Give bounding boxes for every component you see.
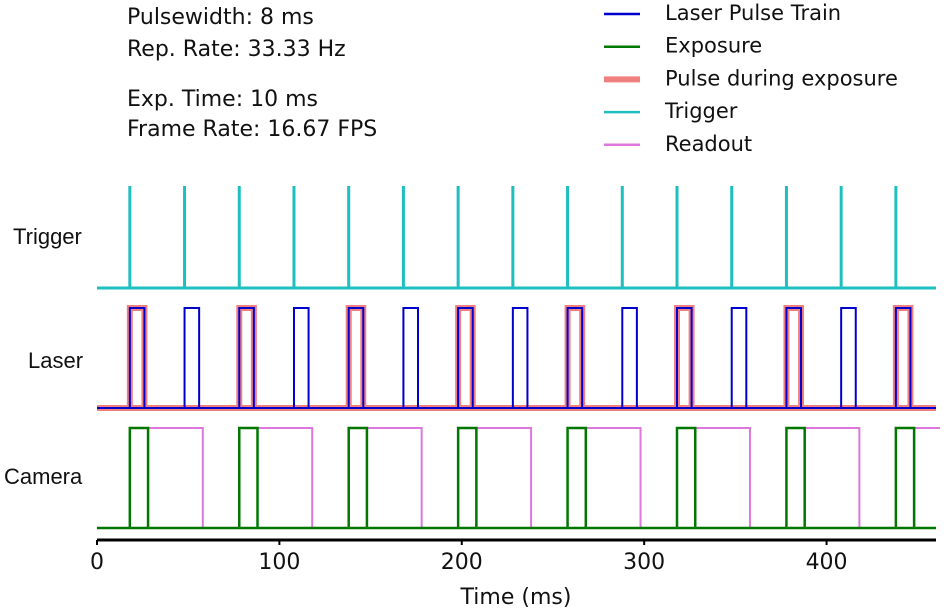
pulse [455,305,476,408]
row-label: Camera [4,464,83,489]
pulse [803,427,861,528]
x-tick-label: 100 [258,550,300,575]
x-tick-label: 400 [806,550,848,575]
legend-label: Trigger [664,99,738,123]
pulse [128,307,146,408]
pulse [238,307,255,408]
pulse [894,307,912,408]
pulse [147,427,204,528]
pulse [730,307,748,408]
pulse [347,426,369,528]
legend-label: Exposure [665,34,762,58]
pulse [292,307,310,408]
pulse [566,307,584,408]
pulse [365,427,423,528]
pulse [584,427,642,528]
pulse [126,305,148,408]
pulse [675,426,697,528]
annotation: Rep. Rate: 33.33 Hz [127,37,346,62]
pulse [566,426,588,528]
pulse [674,305,695,408]
pulse [783,305,805,408]
pulse [236,305,257,408]
row-label: Trigger [13,224,82,249]
pulse [347,307,365,408]
pulse [128,426,150,528]
annotation: Frame Rate: 16.67 FPS [127,117,377,142]
pulse [621,307,638,408]
pulse [785,426,806,528]
legend-label: Laser Pulse Train [665,1,841,25]
x-axis-label: Time (ms) [460,585,572,610]
row-label: Laser [28,348,83,373]
pulse [456,426,478,528]
legend-label: Readout [665,132,752,156]
pulse [913,427,940,528]
x-tick-label: 300 [623,550,665,575]
plot-area [97,186,940,530]
pulse [457,307,474,408]
pulse [785,307,803,408]
pulse [511,307,529,408]
pulse [894,426,916,528]
pulse [892,305,914,408]
pulse [840,307,857,408]
pulse [183,307,201,408]
pulse [345,305,367,408]
legend-label: Pulse during exposure [665,66,898,90]
pulse [564,305,586,408]
pulse [694,427,751,528]
pulse [676,307,693,408]
annotation: Pulsewidth: 8 ms [127,5,314,30]
annotation: Exp. Time: 10 ms [127,87,318,112]
pulse [238,426,259,528]
x-tick-label: 0 [90,550,104,575]
x-tick-label: 200 [441,550,483,575]
pulse [256,427,314,528]
pulse [475,427,533,528]
pulse [402,307,420,408]
